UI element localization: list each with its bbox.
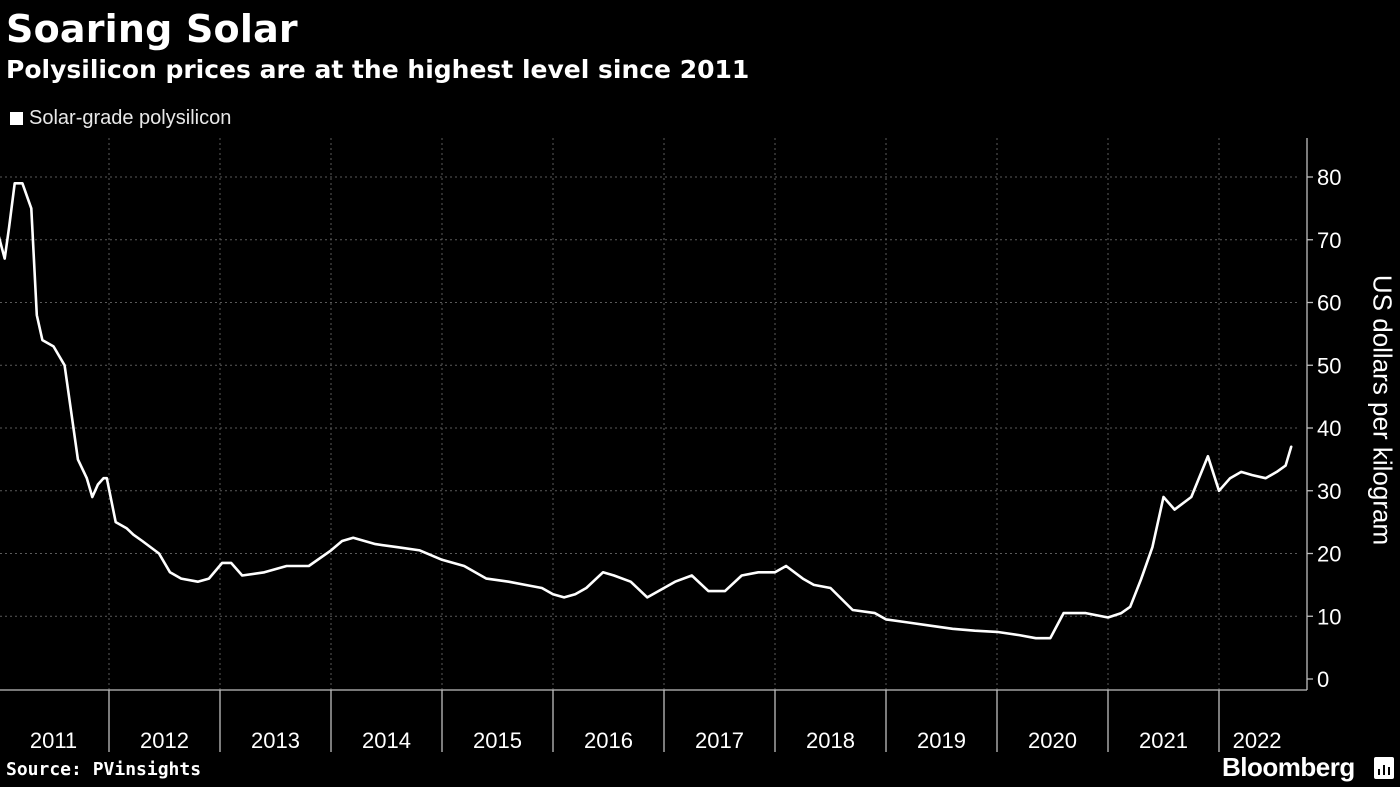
source-note: Source: PVinsights	[6, 759, 202, 780]
y-axis-label: US dollars per kilogram	[1367, 274, 1398, 546]
x-tick-label: 2014	[362, 728, 411, 753]
x-tick-label: 2011	[30, 728, 77, 753]
y-tick-label: 80	[1317, 165, 1341, 190]
x-tick-label: 2022	[1233, 728, 1282, 753]
gridlines	[0, 138, 1300, 690]
bloomberg-logo: Bloomberg	[1222, 752, 1355, 782]
x-tick-labels: 2011 2012 2013 2014 2015 2016 2017 2018 2019 2020…	[30, 728, 1282, 753]
y-tick-label: 70	[1317, 228, 1341, 253]
legend-swatch	[10, 111, 23, 125]
x-tick-label: 2020	[1028, 728, 1077, 753]
bloomberg-badge-icon	[1374, 757, 1394, 779]
x-tick-label: 2016	[584, 728, 633, 753]
x-tick-label: 2021	[1139, 728, 1188, 753]
chart-title: Soaring Solar	[6, 7, 298, 51]
axes	[0, 138, 1313, 752]
y-tick-label: 30	[1317, 479, 1341, 504]
x-tick-label: 2017	[695, 728, 744, 753]
y-tick-labels: 0 10 20 30 40 50 60 70 80	[1317, 165, 1341, 692]
y-tick-label: 10	[1317, 604, 1341, 629]
series-line-polysilicon	[0, 182, 1293, 640]
y-tick-label: 20	[1317, 542, 1341, 567]
y-tick-label: 50	[1317, 353, 1341, 378]
series-layer	[0, 182, 1293, 640]
x-tick-label: 2015	[473, 728, 522, 753]
x-tick-label: 2019	[917, 728, 966, 753]
x-tick-label: 2018	[806, 728, 855, 753]
legend: Solar-grade polysilicon	[10, 105, 231, 131]
y-tick-label: 60	[1317, 291, 1341, 316]
y-tick-label: 40	[1317, 416, 1341, 441]
x-tick-label: 2012	[140, 728, 189, 753]
chart-subtitle: Polysilicon prices are at the highest le…	[6, 55, 750, 84]
x-tick-label: 2013	[251, 728, 300, 753]
legend-label: Solar-grade polysilicon	[29, 106, 232, 129]
y-tick-label: 0	[1317, 667, 1329, 692]
